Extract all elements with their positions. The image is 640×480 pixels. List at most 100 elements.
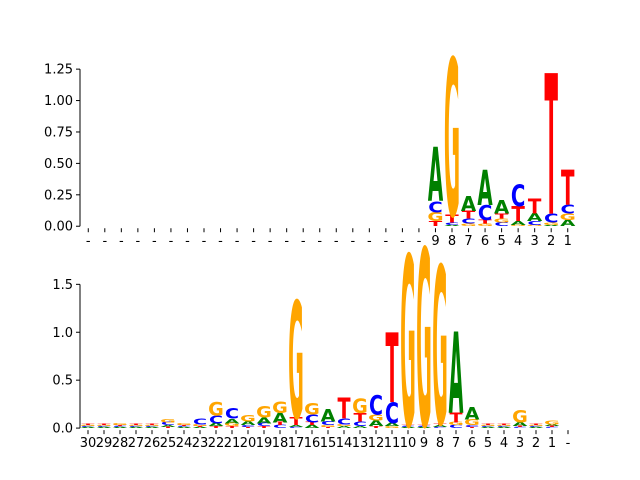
logo-letter-t: T bbox=[81, 424, 95, 426]
logo-letter-a: A bbox=[494, 196, 509, 219]
logo-letter-g: G bbox=[544, 420, 560, 426]
logo-letter-a: A bbox=[449, 310, 464, 440]
logo-letter-a: A bbox=[465, 404, 480, 424]
logo-letter-t: T bbox=[544, 36, 557, 260]
x-tick-label: 3 bbox=[516, 436, 524, 451]
x-tick-label: - bbox=[202, 234, 207, 249]
logo-letter-t: T bbox=[97, 424, 111, 426]
x-tick-label: 28 bbox=[112, 436, 129, 451]
x-tick-label: 4 bbox=[514, 234, 522, 249]
x-tick-label: 26 bbox=[144, 436, 161, 451]
x-tick-label: 5 bbox=[484, 436, 492, 451]
x-tick-label: - bbox=[119, 234, 124, 249]
logo-letter-g: G bbox=[112, 423, 128, 426]
logo-letter-a: A bbox=[321, 406, 336, 426]
logo-letter-g: G bbox=[176, 423, 192, 426]
x-tick-label: 14 bbox=[336, 436, 353, 451]
logo-letter-a: A bbox=[461, 192, 477, 217]
x-tick-label: 29 bbox=[96, 436, 113, 451]
logo-letter-g: G bbox=[432, 223, 448, 475]
x-tick-label: 23 bbox=[192, 436, 209, 451]
logo-letter-g: G bbox=[400, 210, 416, 480]
logo-letter-t: T bbox=[145, 424, 159, 426]
x-tick-label: - bbox=[334, 234, 339, 249]
x-tick-label: - bbox=[86, 234, 91, 249]
logo-letter-t: T bbox=[497, 424, 511, 426]
logo-letter-t: T bbox=[129, 424, 143, 426]
x-tick-label: 21 bbox=[224, 436, 241, 451]
x-tick-label: 16 bbox=[304, 436, 321, 451]
x-tick-label: - bbox=[284, 234, 289, 249]
y-tick-label: 0.5 bbox=[52, 374, 73, 389]
logo-letter-g: G bbox=[304, 401, 320, 419]
y-tick-label: 0.50 bbox=[44, 157, 73, 172]
x-tick-label: 11 bbox=[384, 436, 401, 451]
logo-letter-g: G bbox=[256, 404, 272, 422]
x-tick-label: 24 bbox=[176, 436, 193, 451]
logo-letter-c: C bbox=[511, 179, 526, 213]
y-tick-label: 1.5 bbox=[52, 278, 73, 293]
logo-letter-g: G bbox=[272, 399, 288, 417]
logo-letter-t: T bbox=[561, 160, 574, 216]
y-tick-label: 0.00 bbox=[44, 220, 73, 235]
logo-letter-c: C bbox=[225, 405, 239, 422]
y-tick-label: 0.25 bbox=[44, 188, 73, 203]
x-tick-label: 4 bbox=[500, 436, 508, 451]
x-tick-label: - bbox=[566, 436, 571, 451]
y-tick-label: 0.75 bbox=[44, 125, 73, 140]
logo-letter-t: T bbox=[528, 194, 542, 219]
logo-letter-g: G bbox=[288, 269, 304, 456]
x-tick-label: - bbox=[235, 234, 240, 249]
x-tick-label: 7 bbox=[464, 234, 472, 249]
x-tick-label: 1 bbox=[548, 436, 556, 451]
x-tick-label: 12 bbox=[368, 436, 385, 451]
x-tick-label: 3 bbox=[531, 234, 539, 249]
logo-letter-g: G bbox=[352, 394, 368, 417]
x-tick-label: 19 bbox=[256, 436, 273, 451]
x-tick-label: 27 bbox=[128, 436, 145, 451]
x-tick-label: 22 bbox=[208, 436, 225, 451]
x-tick-label: - bbox=[268, 234, 273, 249]
logo-letter-a: A bbox=[477, 160, 493, 216]
logo-letter-t: T bbox=[385, 315, 398, 426]
x-tick-label: 1 bbox=[564, 234, 572, 249]
x-tick-label: - bbox=[185, 234, 190, 249]
bottom-logo-panel: 0.00.51.01.530 29 28 27 26 25 24 23 22 21 20 19 18 17… bbox=[52, 200, 570, 480]
y-tick-label: 0.0 bbox=[52, 422, 73, 437]
logo-letter-t: T bbox=[337, 391, 350, 425]
x-tick-label: 20 bbox=[240, 436, 257, 451]
x-tick-label: - bbox=[136, 234, 141, 249]
x-tick-label: - bbox=[152, 234, 157, 249]
x-tick-label: 6 bbox=[481, 234, 489, 249]
top-logo-panel: 0.000.250.500.751.001.25- - - - - - - - - - - - - - - -… bbox=[44, 16, 576, 267]
logo-letter-c: C bbox=[193, 417, 207, 426]
x-tick-label: 30 bbox=[80, 436, 97, 451]
x-tick-label: - bbox=[301, 234, 306, 249]
x-tick-label: - bbox=[384, 234, 389, 249]
logo-letter-g: G bbox=[160, 419, 176, 424]
x-tick-label: - bbox=[251, 234, 256, 249]
x-tick-label: 6 bbox=[468, 436, 476, 451]
x-tick-label: - bbox=[367, 234, 372, 249]
logo-letter-g: G bbox=[416, 200, 432, 480]
y-tick-label: 1.0 bbox=[52, 326, 73, 341]
x-tick-label: 5 bbox=[497, 234, 505, 249]
logo-letter-g: G bbox=[240, 413, 256, 424]
x-tick-label: - bbox=[350, 234, 355, 249]
logo-letter-t: T bbox=[481, 424, 495, 426]
logo-letter-g: G bbox=[208, 400, 224, 421]
logo-letter-g: G bbox=[512, 407, 528, 427]
x-tick-label: 25 bbox=[160, 436, 177, 451]
x-tick-label: 15 bbox=[320, 436, 337, 451]
x-tick-label: - bbox=[317, 234, 322, 249]
x-tick-label: 18 bbox=[272, 436, 289, 451]
y-tick-label: 1.00 bbox=[44, 94, 73, 109]
x-tick-label: 13 bbox=[352, 436, 369, 451]
logo-letter-t: T bbox=[529, 424, 543, 426]
x-tick-label: 2 bbox=[532, 436, 540, 451]
logo-letter-c: C bbox=[369, 392, 383, 422]
x-tick-label: - bbox=[102, 234, 107, 249]
x-tick-label: - bbox=[218, 234, 223, 249]
x-tick-label: - bbox=[169, 234, 174, 249]
